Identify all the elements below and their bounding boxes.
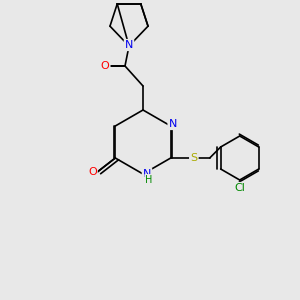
Text: N: N bbox=[143, 169, 151, 179]
Text: N: N bbox=[169, 119, 177, 129]
Text: S: S bbox=[190, 153, 197, 163]
Text: Cl: Cl bbox=[234, 183, 245, 193]
Text: N: N bbox=[125, 40, 133, 50]
Text: O: O bbox=[88, 167, 97, 177]
Text: O: O bbox=[100, 61, 109, 71]
Text: H: H bbox=[145, 175, 153, 185]
